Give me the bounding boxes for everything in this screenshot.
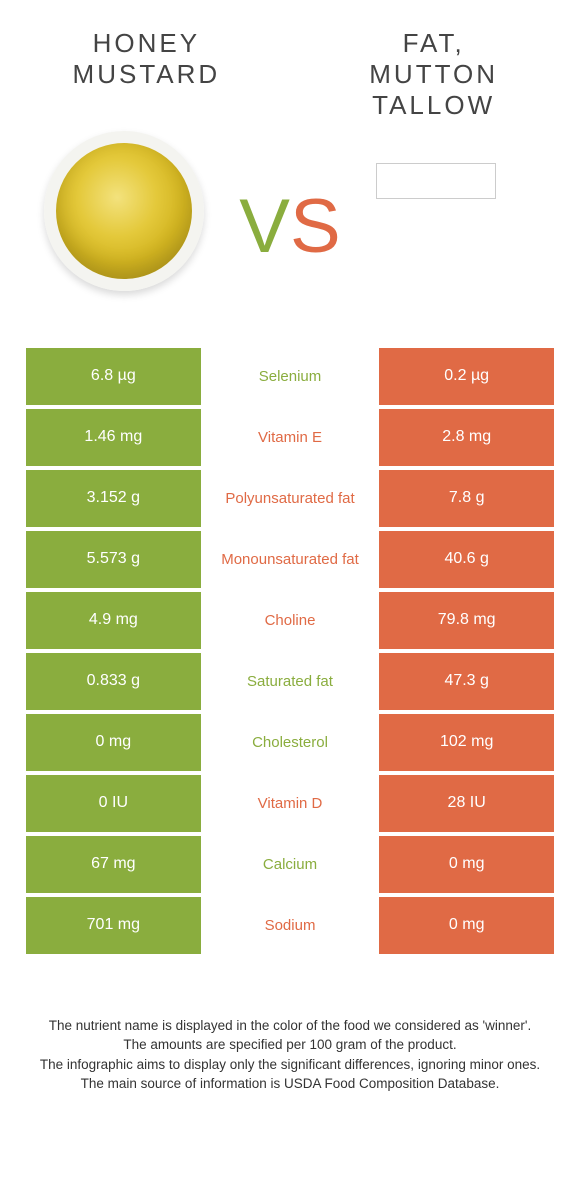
left-value: 3.152 g [24, 470, 203, 527]
nutrient-label: Calcium [203, 836, 378, 893]
mustard-bowl-icon [44, 131, 204, 291]
right-title-line1: FAT, [403, 28, 465, 58]
left-value: 0 mg [24, 714, 203, 771]
right-value: 47.3 g [377, 653, 556, 710]
nutrient-label: Choline [203, 592, 378, 649]
left-value: 6.8 µg [24, 348, 203, 405]
nutrient-label: Polyunsaturated fat [203, 470, 378, 527]
image-placeholder-icon [376, 163, 496, 199]
footer-notes: The nutrient name is displayed in the co… [24, 1016, 556, 1114]
right-value: 7.8 g [377, 470, 556, 527]
table-row: 0 IUVitamin D28 IU [24, 773, 556, 834]
table-row: 0.833 gSaturated fat47.3 g [24, 651, 556, 712]
nutrient-label: Vitamin E [203, 409, 378, 466]
right-value: 79.8 mg [377, 592, 556, 649]
table-row: 67 mgCalcium0 mg [24, 834, 556, 895]
hero-row: VS [24, 136, 556, 326]
right-food-image [336, 106, 536, 256]
right-title-line2: MUTTON [369, 59, 498, 89]
nutrient-label: Cholesterol [203, 714, 378, 771]
vs-v: V [239, 184, 290, 269]
left-value: 1.46 mg [24, 409, 203, 466]
nutrient-label: Vitamin D [203, 775, 378, 832]
left-value: 5.573 g [24, 531, 203, 588]
left-value: 0.833 g [24, 653, 203, 710]
table-row: 701 mgSodium0 mg [24, 895, 556, 956]
right-value: 0 mg [377, 836, 556, 893]
right-value: 40.6 g [377, 531, 556, 588]
vs-s: S [290, 184, 341, 269]
footer-line-2: The amounts are specified per 100 gram o… [32, 1035, 548, 1055]
nutrient-label: Sodium [203, 897, 378, 954]
nutrient-comparison-table: 6.8 µgSelenium0.2 µg1.46 mgVitamin E2.8 … [24, 346, 556, 956]
left-value: 4.9 mg [24, 592, 203, 649]
right-value: 0 mg [377, 897, 556, 954]
table-row: 1.46 mgVitamin E2.8 mg [24, 407, 556, 468]
table-row: 0 mgCholesterol102 mg [24, 712, 556, 773]
left-title-line2: MUSTARD [73, 59, 221, 89]
right-value: 102 mg [377, 714, 556, 771]
left-food-title: HONEY MUSTARD [24, 28, 269, 90]
left-title-line1: HONEY [93, 28, 200, 58]
table-row: 4.9 mgCholine79.8 mg [24, 590, 556, 651]
right-value: 0.2 µg [377, 348, 556, 405]
footer-line-1: The nutrient name is displayed in the co… [32, 1016, 548, 1036]
vs-label: VS [239, 183, 340, 270]
table-row: 6.8 µgSelenium0.2 µg [24, 346, 556, 407]
right-value: 2.8 mg [377, 409, 556, 466]
table-row: 3.152 gPolyunsaturated fat7.8 g [24, 468, 556, 529]
nutrient-label: Monounsaturated fat [203, 531, 378, 588]
nutrient-label: Selenium [203, 348, 378, 405]
nutrient-label: Saturated fat [203, 653, 378, 710]
footer-line-3: The infographic aims to display only the… [32, 1055, 548, 1075]
left-value: 701 mg [24, 897, 203, 954]
footer-line-4: The main source of information is USDA F… [32, 1074, 548, 1094]
table-row: 5.573 gMonounsaturated fat40.6 g [24, 529, 556, 590]
left-food-image [24, 136, 224, 286]
right-value: 28 IU [377, 775, 556, 832]
left-value: 67 mg [24, 836, 203, 893]
left-value: 0 IU [24, 775, 203, 832]
